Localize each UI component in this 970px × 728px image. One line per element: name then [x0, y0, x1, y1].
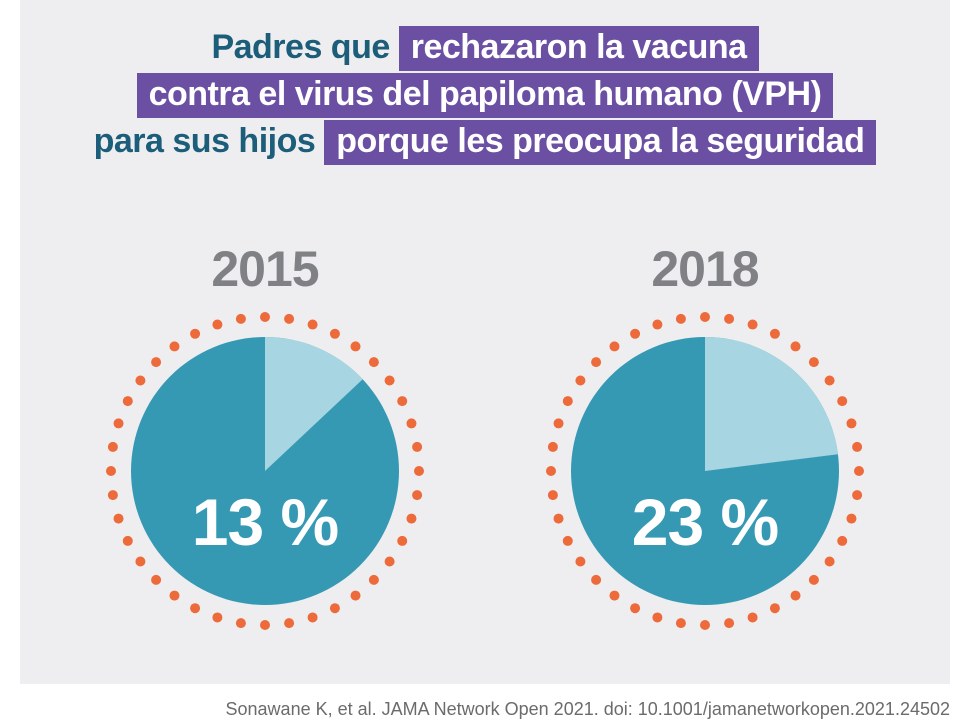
year-label: 2018 — [540, 240, 870, 298]
pie-svg — [100, 306, 430, 636]
pie-wrap: 13 % — [100, 306, 430, 636]
percent-label: 23 % — [540, 484, 870, 560]
title-line-1: Padres que rechazaron la vacuna — [20, 26, 950, 71]
pie-chart-2018: 2018 23 % — [540, 240, 870, 636]
panel: Padres que rechazaron la vacuna contra e… — [20, 0, 950, 684]
title-block: Padres que rechazaron la vacuna contra e… — [20, 24, 950, 167]
year-label: 2015 — [100, 240, 430, 298]
pie-svg — [540, 306, 870, 636]
percent-label: 13 % — [100, 484, 430, 560]
pie-wrap: 23 % — [540, 306, 870, 636]
title-highlight: contra el virus del papiloma humano (VPH… — [137, 73, 834, 118]
title-text: para sus hijos — [94, 122, 316, 160]
infographic-canvas: Padres que rechazaron la vacuna contra e… — [0, 0, 970, 728]
title-text: Padres que — [211, 28, 389, 66]
title-line-2: contra el virus del papiloma humano (VPH… — [20, 73, 950, 118]
citation: Sonawane K, et al. JAMA Network Open 202… — [0, 699, 950, 720]
title-line-3: para sus hijos porque les preocupa la se… — [20, 120, 950, 165]
title-highlight: porque les preocupa la seguridad — [324, 120, 876, 165]
pie-chart-2015: 2015 13 % — [100, 240, 430, 636]
title-highlight: rechazaron la vacuna — [399, 26, 759, 71]
charts-row: 2015 13 % 2018 23 % — [20, 240, 950, 636]
